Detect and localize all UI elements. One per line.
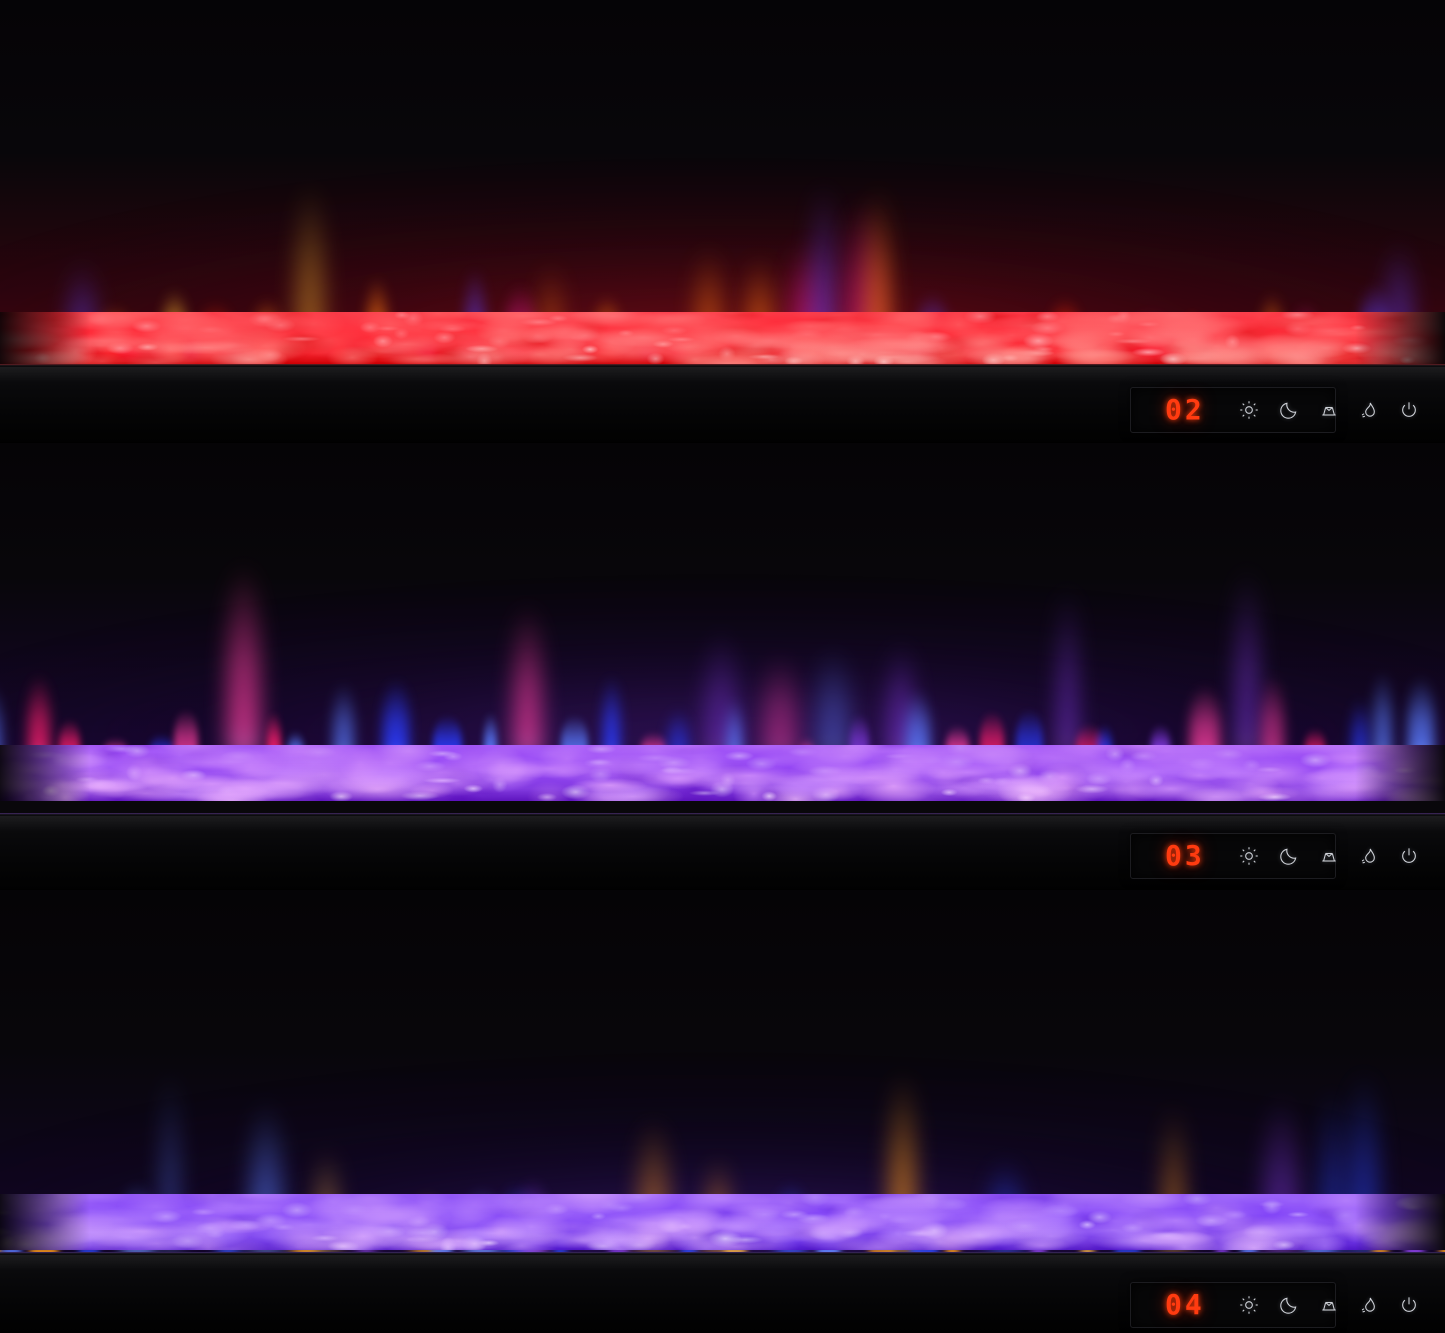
power-icon[interactable] — [1399, 846, 1419, 866]
bezel-lip-1 — [0, 364, 1445, 367]
ember-fade-left-2 — [0, 745, 90, 801]
brightness-sun-icon[interactable] — [1239, 846, 1259, 866]
ember-top-glow-2 — [0, 745, 1445, 773]
control-panel-2[interactable]: 03 — [1130, 833, 1416, 879]
control-panel-1[interactable]: 02 — [1130, 387, 1416, 433]
flame — [227, 561, 260, 761]
bezel-sheen-2 — [0, 816, 1445, 832]
ember-bed-3 — [0, 1194, 1445, 1250]
ember-bed-1 — [0, 312, 1445, 364]
ember-fade-right-3 — [1355, 1194, 1445, 1250]
ember-bed-2 — [0, 745, 1445, 801]
fireplace-panel-2: 03 — [0, 443, 1445, 890]
heater-icon[interactable] — [1319, 1295, 1339, 1315]
fireplace-panel-1: 02 — [0, 0, 1445, 443]
control-icon-group-3 — [1239, 1295, 1419, 1315]
control-icon-group-1 — [1239, 400, 1419, 420]
flames-layer-1 — [0, 0, 1445, 362]
firebox-1 — [0, 0, 1445, 362]
flame — [1058, 583, 1077, 761]
firebox-2 — [0, 443, 1445, 761]
flame — [1261, 673, 1284, 761]
bezel-sheen-3 — [0, 1255, 1445, 1271]
fireplace-panel-3: 04 — [0, 890, 1445, 1333]
ember-fade-left-1 — [0, 312, 90, 364]
led-mode-display-2: 03 — [1165, 839, 1205, 872]
control-icon-group-2 — [1239, 846, 1419, 866]
led-mode-display-3: 04 — [1165, 1288, 1205, 1321]
flame — [0, 682, 3, 761]
brightness-sun-icon[interactable] — [1239, 400, 1259, 420]
flame — [332, 682, 355, 761]
flame — [817, 645, 850, 761]
flame — [1236, 564, 1258, 761]
flame-effect-icon[interactable] — [1359, 1295, 1379, 1315]
ember-top-glow-1 — [0, 312, 1445, 340]
flame — [602, 674, 620, 761]
bezel-lip-2 — [0, 813, 1445, 816]
flames-layer-2 — [0, 443, 1445, 761]
led-mode-display-1: 02 — [1165, 393, 1205, 426]
ember-fade-right-1 — [1355, 312, 1445, 364]
flame-effect-icon[interactable] — [1359, 400, 1379, 420]
bezel-sheen-1 — [0, 367, 1445, 383]
power-icon[interactable] — [1399, 1295, 1419, 1315]
flame — [762, 653, 797, 761]
night-moon-icon[interactable] — [1279, 846, 1299, 866]
control-panel-3[interactable]: 04 — [1130, 1282, 1416, 1328]
flame — [1372, 670, 1393, 761]
heater-icon[interactable] — [1319, 400, 1339, 420]
flame-effect-icon[interactable] — [1359, 846, 1379, 866]
flame — [514, 602, 541, 761]
power-icon[interactable] — [1399, 400, 1419, 420]
ember-top-glow-3 — [0, 1194, 1445, 1222]
bezel-lip-3 — [0, 1252, 1445, 1255]
flame — [906, 689, 931, 761]
night-moon-icon[interactable] — [1279, 1295, 1299, 1315]
heater-icon[interactable] — [1319, 846, 1339, 866]
ember-fade-left-3 — [0, 1194, 90, 1250]
flame — [28, 673, 50, 761]
ember-fade-right-2 — [1355, 745, 1445, 801]
brightness-sun-icon[interactable] — [1239, 1295, 1259, 1315]
night-moon-icon[interactable] — [1279, 400, 1299, 420]
